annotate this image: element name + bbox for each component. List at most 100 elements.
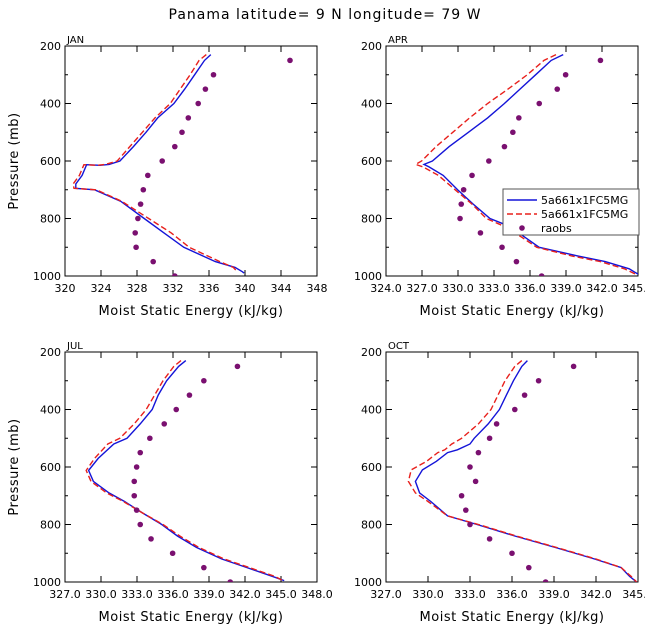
x-tick-label: 340 [235,282,256,295]
raobs-point [227,579,234,582]
raobs-point [234,363,241,370]
raobs-point [201,564,207,571]
x-tick-label: 336.0 [496,588,528,601]
x-tick-label: 328 [127,282,148,295]
x-axis-label: Moist Static Energy (kJ/kg) [99,304,284,319]
raobs-point [186,392,193,398]
legend-box [502,188,640,236]
series-line-solid [75,54,245,274]
raobs-point [521,392,528,398]
raobs-point [173,406,180,413]
raobs-point [457,215,463,222]
y-tick-label: 600 [361,461,382,474]
series-group [85,360,285,582]
x-tick-label: 348 [307,282,328,295]
x-tick-label: 348.0 [301,588,333,601]
y-axis-label: Pressure (mb) [7,418,22,515]
y-tick-label: 600 [361,155,382,168]
raobs-point [486,435,493,442]
legend-entry-label: raobs [541,222,572,235]
y-axis-label: Pressure (mb) [7,112,22,209]
series-line-dashed [407,360,638,582]
raobs-group [457,57,604,276]
raobs-point [463,507,469,513]
x-tick-label: 327.0 [49,588,81,601]
raobs-point [140,186,147,193]
series-line-solid [414,360,638,582]
panel-label: JUL [66,341,83,352]
raobs-point [536,100,543,107]
raobs-point [538,273,545,276]
raobs-point [159,158,165,164]
raobs-point [516,115,522,121]
raobs-point [133,507,140,513]
raobs-point [172,273,178,276]
x-tick-label: 330.0 [442,282,474,295]
series-group [72,54,245,274]
x-tick-label: 333.0 [454,588,486,601]
raobs-group [132,57,293,276]
x-tick-label: 336.0 [514,282,546,295]
raobs-point [148,536,154,542]
y-tick-label: 200 [40,40,61,53]
raobs-group [131,363,241,582]
raobs-point [210,71,217,78]
x-tick-label: 344 [271,282,292,295]
raobs-point [475,449,482,456]
x-tick-label: 333.0 [121,588,153,601]
panel-label: JAN [66,35,84,46]
y-tick-label: 400 [361,404,382,417]
raobs-point [145,172,151,179]
x-tick-label: 345.0 [622,588,645,601]
raobs-point [554,86,561,92]
plot-frame [64,351,318,583]
x-tick-label: 330.0 [412,588,444,601]
raobs-point [467,521,473,528]
x-tick-label: 345.0 [622,282,645,295]
y-tick-label: 400 [361,98,382,111]
raobs-point [458,492,465,499]
raobs-point [486,536,493,542]
y-tick-label: 600 [40,155,61,168]
raobs-point [185,115,192,121]
x-tick-label: 320 [55,282,76,295]
x-tick-label: 336.0 [157,588,189,601]
x-tick-label: 330.0 [85,588,117,601]
raobs-point [597,57,604,64]
figure-title: Panama latitude= 9 N longitude= 79 W [169,7,482,23]
y-tick-label: 800 [40,213,61,226]
panel-label: APR [388,35,408,46]
y-tick-label: 1000 [33,270,61,283]
raobs-point [202,86,209,92]
raobs-group [458,363,577,582]
raobs-point [137,201,144,207]
series-line-solid [87,360,285,582]
raobs-point [133,244,139,251]
raobs-point [493,421,500,427]
raobs-point [513,258,520,265]
raobs-point [486,158,492,164]
x-tick-label: 324.0 [370,282,402,295]
raobs-point [137,449,144,456]
raobs-point [137,521,144,528]
x-tick-label: 332 [163,282,184,295]
y-tick-label: 800 [361,519,382,532]
raobs-point [509,550,515,557]
x-tick-label: 336 [199,282,220,295]
raobs-point [179,129,185,136]
series-line-dashed [72,54,237,271]
x-tick-label: 339.0 [538,588,570,601]
x-tick-label: 342.0 [580,588,612,601]
raobs-point [512,406,518,413]
series-line-dashed [85,360,284,582]
raobs-point [535,377,542,384]
raobs-point [469,172,475,179]
x-axis-label: Moist Static Energy (kJ/kg) [99,610,284,625]
x-tick-label: 324 [91,282,112,295]
raobs-point [133,464,140,470]
